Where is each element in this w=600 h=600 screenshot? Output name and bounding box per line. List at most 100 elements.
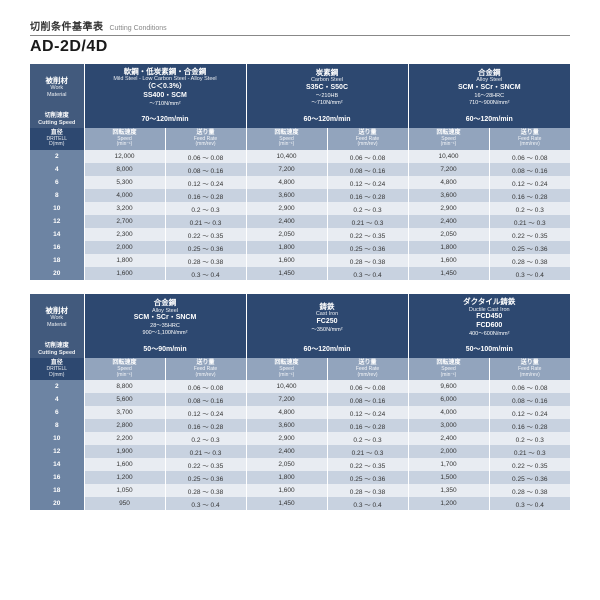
- feed-cell: 0.08 ～ 0.16: [489, 163, 570, 176]
- rotation-cell: 5,600: [84, 393, 165, 406]
- diameter-cell: 8: [30, 419, 84, 432]
- rotation-cell: 10,400: [246, 150, 327, 163]
- rotation-cell: 1,800: [246, 241, 327, 254]
- rotation-cell: 1,200: [408, 497, 489, 510]
- feed-cell: 0.08 ～ 0.16: [327, 163, 408, 176]
- rotation-cell: 2,400: [408, 215, 489, 228]
- rotation-cell: 5,300: [84, 176, 165, 189]
- diameter-cell: 6: [30, 406, 84, 419]
- feed-cell: 0.25 ～ 0.36: [327, 241, 408, 254]
- table-row: 142,3000.22 ～ 0.352,0500.22 ～ 0.352,0500…: [30, 228, 570, 241]
- feed-cell: 0.2 ～ 0.3: [165, 432, 246, 445]
- feed-cell: 0.08 ～ 0.16: [165, 393, 246, 406]
- cutting-speed-value: 60～120m/min: [246, 111, 408, 128]
- feed-cell: 0.12 ～ 0.24: [327, 406, 408, 419]
- material-cell: 鋳鉄Cast IronFC250～350N/mm²: [246, 294, 408, 341]
- rotation-cell: 4,800: [246, 406, 327, 419]
- feed-label: 送り量Feed Rate(mm/rev): [489, 128, 570, 150]
- rotation-cell: 1,800: [408, 241, 489, 254]
- feed-cell: 0.21 ～ 0.3: [489, 215, 570, 228]
- feed-cell: 0.16 ～ 0.28: [165, 189, 246, 202]
- diameter-cell: 2: [30, 150, 84, 163]
- rotation-cell: 2,050: [246, 458, 327, 471]
- rotation-cell: 8,000: [84, 163, 165, 176]
- rotation-cell: 9,600: [408, 380, 489, 393]
- rotation-cell: 4,800: [246, 176, 327, 189]
- feed-cell: 0.2 ～ 0.3: [489, 202, 570, 215]
- rotation-cell: 1,900: [84, 445, 165, 458]
- feed-cell: 0.06 ～ 0.08: [489, 380, 570, 393]
- feed-cell: 0.06 ～ 0.08: [489, 150, 570, 163]
- feed-cell: 0.08 ～ 0.16: [489, 393, 570, 406]
- feed-cell: 0.28 ～ 0.38: [489, 484, 570, 497]
- rotation-label: 回転速度Speed(min⁻¹): [408, 128, 489, 150]
- rotation-cell: 2,400: [246, 445, 327, 458]
- cutting-table: 被削材WorkMaterial合金鋼Alloy SteelSCM・SCr・SNC…: [30, 294, 570, 510]
- feed-cell: 0.2 ～ 0.3: [489, 432, 570, 445]
- diameter-cell: 18: [30, 484, 84, 497]
- material-cell: 合金鋼Alloy SteelSCM・SCr・SNCM28～35HRC900～1,…: [84, 294, 246, 341]
- feed-cell: 0.12 ～ 0.24: [327, 176, 408, 189]
- work-material-label: 被削材WorkMaterial: [30, 64, 84, 111]
- table-row: 201,6000.3 ～ 0.41,4500.3 ～ 0.41,4500.3 ～…: [30, 267, 570, 280]
- rotation-cell: 12,000: [84, 150, 165, 163]
- table-row: 141,6000.22 ～ 0.352,0500.22 ～ 0.351,7000…: [30, 458, 570, 471]
- feed-cell: 0.22 ～ 0.35: [327, 228, 408, 241]
- rotation-cell: 2,300: [84, 228, 165, 241]
- diameter-cell: 20: [30, 497, 84, 510]
- feed-cell: 0.22 ～ 0.35: [165, 458, 246, 471]
- rotation-label: 回転速度Speed(min⁻¹): [408, 358, 489, 380]
- table-row: 209500.3 ～ 0.41,4500.3 ～ 0.41,2000.3 ～ 0…: [30, 497, 570, 510]
- rotation-cell: 1,350: [408, 484, 489, 497]
- feed-cell: 0.16 ～ 0.28: [327, 419, 408, 432]
- diameter-cell: 12: [30, 445, 84, 458]
- rotation-cell: 950: [84, 497, 165, 510]
- table-row: 82,8000.16 ～ 0.283,6000.16 ～ 0.283,0000.…: [30, 419, 570, 432]
- diameter-cell: 14: [30, 458, 84, 471]
- table-row: 212,0000.06 ～ 0.0810,4000.06 ～ 0.0810,40…: [30, 150, 570, 163]
- rotation-cell: 2,000: [408, 445, 489, 458]
- diameter-cell: 10: [30, 202, 84, 215]
- feed-cell: 0.2 ～ 0.3: [165, 202, 246, 215]
- subtitle-jp: 切削条件基準表: [30, 22, 104, 33]
- rotation-cell: 1,200: [84, 471, 165, 484]
- rotation-label: 回転速度Speed(min⁻¹): [84, 358, 165, 380]
- feed-cell: 0.25 ～ 0.36: [489, 241, 570, 254]
- table-row: 102,2000.2 ～ 0.32,9000.2 ～ 0.32,4000.2 ～…: [30, 432, 570, 445]
- cutting-speed-row: 切削速度Cutting Speed70～120m/min60～120m/min6…: [30, 111, 570, 128]
- table-row: 28,8000.06 ～ 0.0810,4000.06 ～ 0.089,6000…: [30, 380, 570, 393]
- feed-cell: 0.12 ～ 0.24: [165, 406, 246, 419]
- feed-cell: 0.25 ～ 0.36: [489, 471, 570, 484]
- feed-cell: 0.22 ～ 0.35: [327, 458, 408, 471]
- rotation-cell: 2,900: [246, 202, 327, 215]
- feed-cell: 0.22 ～ 0.35: [165, 228, 246, 241]
- feed-cell: 0.2 ～ 0.3: [327, 432, 408, 445]
- rotation-cell: 2,000: [84, 241, 165, 254]
- diameter-cell: 4: [30, 393, 84, 406]
- rotation-cell: 2,400: [246, 215, 327, 228]
- rotation-cell: 1,800: [246, 471, 327, 484]
- diameter-cell: 4: [30, 163, 84, 176]
- rotation-cell: 7,200: [246, 393, 327, 406]
- rotation-cell: 1,700: [408, 458, 489, 471]
- table-row: 181,8000.28 ～ 0.381,6000.28 ～ 0.381,6000…: [30, 254, 570, 267]
- rotation-cell: 8,800: [84, 380, 165, 393]
- material-cell: 軟鋼・低炭素鋼・合金鋼Mild Steel - Low Carbon Steel…: [84, 64, 246, 111]
- cutting-speed-label: 切削速度Cutting Speed: [30, 341, 84, 358]
- rotation-cell: 2,800: [84, 419, 165, 432]
- feed-cell: 0.06 ～ 0.08: [165, 150, 246, 163]
- rotation-cell: 1,600: [84, 267, 165, 280]
- feed-cell: 0.08 ～ 0.16: [165, 163, 246, 176]
- diameter-cell: 6: [30, 176, 84, 189]
- sub-header-row: 直径DRITELLD(mm)回転速度Speed(min⁻¹)送り量Feed Ra…: [30, 358, 570, 380]
- diameter-cell: 14: [30, 228, 84, 241]
- rotation-cell: 4,800: [408, 176, 489, 189]
- rotation-cell: 2,700: [84, 215, 165, 228]
- feed-cell: 0.28 ～ 0.38: [165, 484, 246, 497]
- rotation-cell: 1,450: [246, 267, 327, 280]
- diameter-cell: 8: [30, 189, 84, 202]
- rotation-cell: 1,500: [408, 471, 489, 484]
- rotation-cell: 2,050: [408, 228, 489, 241]
- cutting-speed-value: 70～120m/min: [84, 111, 246, 128]
- rotation-cell: 2,200: [84, 432, 165, 445]
